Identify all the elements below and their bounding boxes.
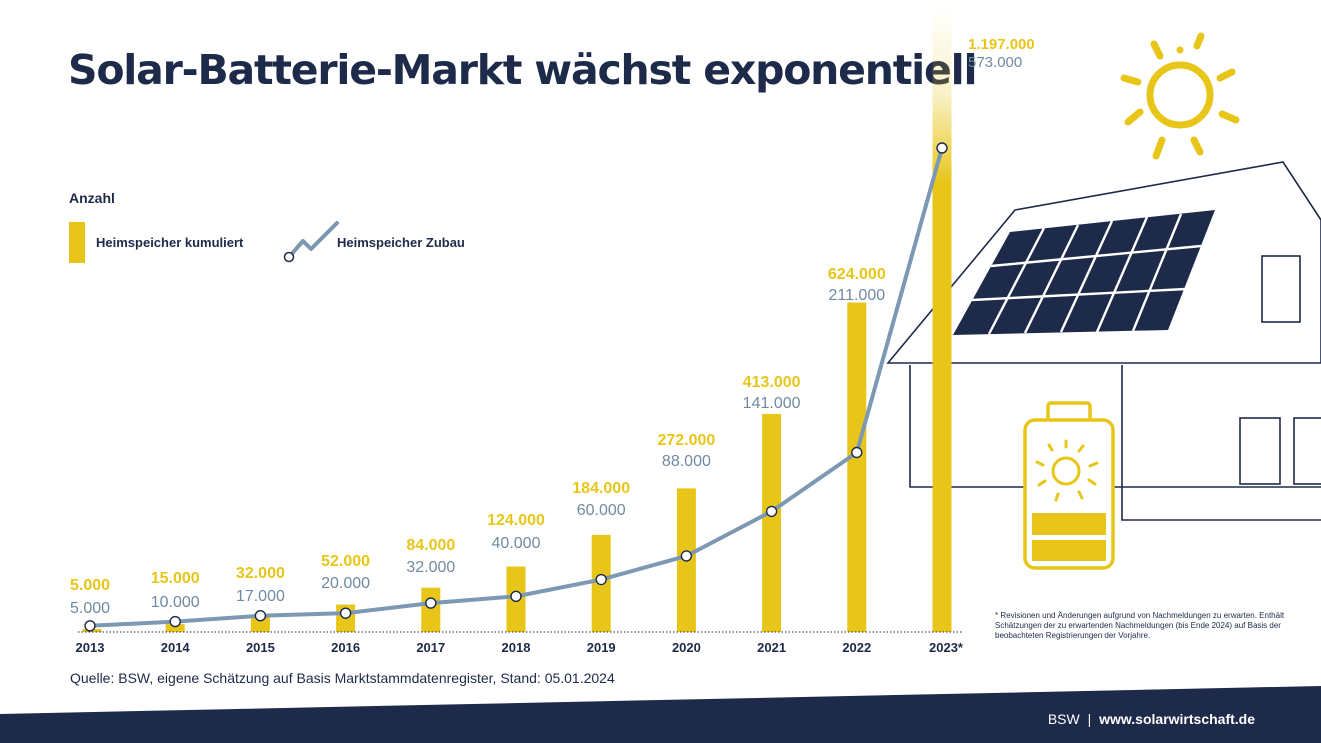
x-tick-label-2015: 2015 — [246, 640, 275, 655]
axis-unit-label: Anzahl — [69, 190, 115, 206]
bar-2014 — [165, 624, 185, 632]
x-tick-label-2013: 2013 — [76, 640, 105, 655]
bar-value-label-2023: 1.197.000 — [968, 36, 1035, 53]
x-tick-label-2020: 2020 — [672, 640, 701, 655]
chart-title: Solar-Batterie-Markt wächst exponentiell — [68, 46, 978, 94]
zubau-point-2015 — [254, 609, 267, 622]
line-value-label-2023: 573.000 — [968, 54, 1022, 71]
bar-value-label-2020: 272.000 — [657, 432, 715, 449]
line-value-label-2019: 60.000 — [577, 502, 626, 519]
bar-2017 — [421, 587, 441, 632]
footer-separator: | — [1087, 711, 1092, 727]
zubau-point-2021 — [765, 505, 778, 518]
line-value-label-2017: 32.000 — [406, 559, 455, 576]
footer-brand-name: BSW — [1047, 711, 1080, 727]
line-value-label-2014: 10.000 — [151, 594, 200, 611]
solar-panel-icon — [953, 210, 1215, 335]
footer-brand: BSW | www.solarwirtschaft.de — [1048, 711, 1255, 727]
line-value-label-2016: 20.000 — [321, 575, 370, 592]
legend-label-kumuliert: Heimspeicher kumuliert — [96, 235, 244, 250]
x-tick-label-2023: 2023* — [929, 640, 964, 655]
line-value-label-2021: 141.000 — [743, 395, 801, 412]
zubau-point-2019 — [595, 573, 607, 586]
source-note: Quelle: BSW, eigene Schätzung auf Basis … — [70, 670, 615, 686]
bar-value-label-2018: 124.000 — [487, 512, 545, 529]
bar-value-label-2019: 184.000 — [572, 480, 630, 497]
x-tick-label-2016: 2016 — [331, 640, 360, 655]
bar-value-label-2016: 52.000 — [321, 553, 370, 570]
x-tick-label-2021: 2021 — [757, 640, 786, 655]
zubau-point-2017 — [425, 597, 437, 609]
line-value-label-2015: 17.000 — [236, 588, 285, 605]
zubau-point-2022 — [851, 446, 863, 459]
bar-value-label-2017: 84.000 — [406, 537, 455, 554]
x-tick-label-2017: 2017 — [416, 640, 445, 655]
bar-value-label-2021: 413.000 — [743, 374, 801, 391]
line-value-label-2020: 88.000 — [662, 453, 711, 470]
battery-icon — [1023, 401, 1115, 570]
zubau-point-2018 — [510, 590, 522, 603]
zubau-point-2014 — [169, 615, 181, 628]
x-tick-label-2019: 2019 — [587, 640, 616, 655]
sun-icon — [1120, 32, 1240, 160]
bar-2022 — [847, 302, 867, 632]
zubau-point-2016 — [339, 607, 352, 619]
bar-2015 — [250, 615, 270, 632]
bar-value-label-2014: 15.000 — [151, 570, 200, 587]
x-tick-label-2014: 2014 — [161, 640, 191, 655]
zubau-point-2020 — [680, 550, 693, 562]
legend-bar-swatch — [69, 222, 85, 263]
x-tick-label-2022: 2022 — [842, 640, 871, 655]
footer-url-link[interactable]: www.solarwirtschaft.de — [1099, 711, 1255, 727]
line-value-label-2018: 40.000 — [492, 535, 541, 552]
bar-value-label-2022: 624.000 — [828, 266, 886, 283]
line-value-label-2013: 5.000 — [70, 600, 110, 617]
x-tick-label-2018: 2018 — [502, 640, 531, 655]
bar-value-label-2013: 5.000 — [70, 577, 110, 594]
bar-value-label-2015: 32.000 — [236, 565, 285, 582]
line-value-label-2022: 211.000 — [828, 287, 885, 304]
bar-2021 — [762, 413, 782, 632]
zubau-point-2013 — [84, 620, 96, 632]
footnote: * Revisionen und Änderungen aufgrund von… — [995, 611, 1285, 640]
legend-line-swatch — [283, 221, 339, 263]
zubau-point-2023 — [936, 142, 948, 154]
legend-label-zubau: Heimspeicher Zubau — [337, 235, 465, 250]
